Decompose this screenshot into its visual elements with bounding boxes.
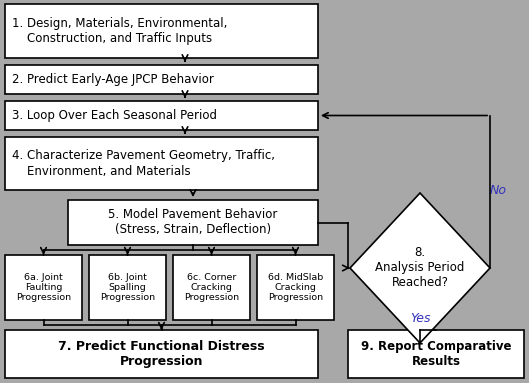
Bar (89, 255, 166, 320)
Bar (257, 255, 334, 320)
Bar (348, 330, 524, 378)
Bar (68, 200, 318, 245)
Bar (5, 137, 318, 190)
Bar (5, 255, 82, 320)
Text: 4. Characterize Pavement Geometry, Traffic,
    Environment, and Materials: 4. Characterize Pavement Geometry, Traff… (12, 149, 275, 177)
Bar (5, 101, 318, 130)
Bar (173, 255, 250, 320)
Text: 9. Report Comparative
Results: 9. Report Comparative Results (361, 340, 511, 368)
Text: 6b. Joint
Spalling
Progression: 6b. Joint Spalling Progression (100, 273, 155, 303)
Bar (5, 65, 318, 94)
Text: 8.
Analysis Period
Reached?: 8. Analysis Period Reached? (375, 247, 464, 290)
Text: 7. Predict Functional Distress
Progression: 7. Predict Functional Distress Progressi… (58, 340, 265, 368)
Text: 6a. Joint
Faulting
Progression: 6a. Joint Faulting Progression (16, 273, 71, 303)
Text: 2. Predict Early-Age JPCP Behavior: 2. Predict Early-Age JPCP Behavior (12, 73, 214, 86)
Text: No: No (489, 183, 506, 196)
Polygon shape (350, 193, 490, 343)
Bar (5, 330, 318, 378)
Text: 3. Loop Over Each Seasonal Period: 3. Loop Over Each Seasonal Period (12, 109, 217, 122)
Text: 1. Design, Materials, Environmental,
    Construction, and Traffic Inputs: 1. Design, Materials, Environmental, Con… (12, 17, 227, 45)
Text: 5. Model Pavement Behavior
(Stress, Strain, Deflection): 5. Model Pavement Behavior (Stress, Stra… (108, 208, 278, 236)
Text: 6c. Corner
Cracking
Progression: 6c. Corner Cracking Progression (184, 273, 239, 303)
Bar (5, 4, 318, 58)
Text: 6d. MidSlab
Cracking
Progression: 6d. MidSlab Cracking Progression (268, 273, 323, 303)
Text: Yes: Yes (410, 311, 430, 324)
